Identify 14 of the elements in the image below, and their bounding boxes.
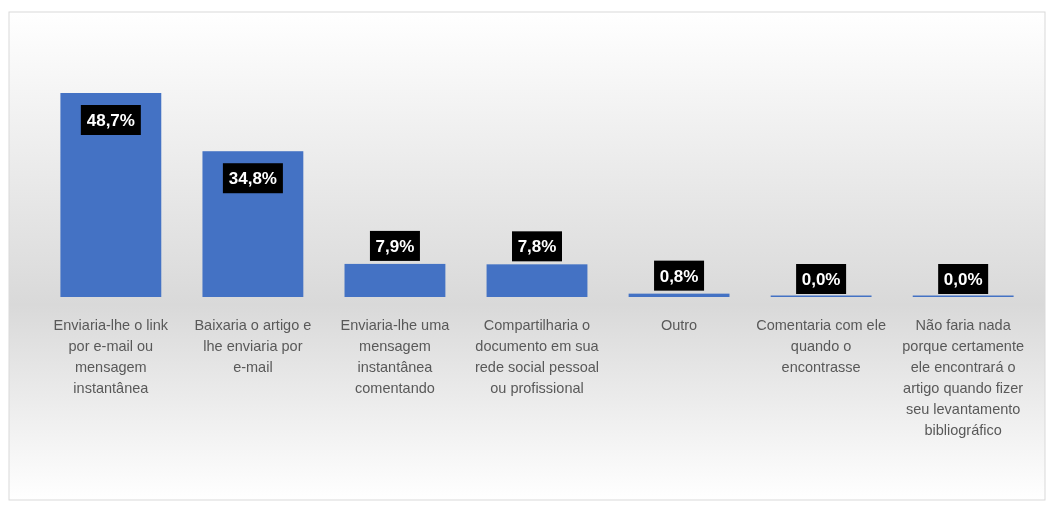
data-label: 0,0%: [801, 269, 841, 289]
x-tick-label: Não faria nada porque certamente ele encontrará o artigo quando fizer seu levantamento bibliográfico: [902, 317, 1025, 438]
data-label: 34,8%: [228, 169, 277, 189]
data-label: 0,0%: [943, 269, 983, 289]
x-tick-label: Enviaria-lhe uma mensagem instantânea comentando: [340, 317, 451, 396]
x-tick-label: Comentaria com ele quando o encontrasse: [756, 317, 886, 375]
x-tick-label: Enviaria-lhe o link por e-mail ou mensagem instantânea: [53, 317, 169, 396]
data-label: 0,8%: [659, 266, 699, 286]
data-label: 48,7%: [86, 110, 135, 130]
data-label: 7,9%: [375, 236, 415, 256]
x-tick-label: Compartilharia o documento em sua rede social pessoal ou profissional: [474, 317, 600, 396]
data-label: 7,8%: [517, 237, 557, 257]
x-tick-label: Baixaria o artigo e lhe enviaria por e-mail: [194, 317, 312, 375]
x-tick-label: Outro: [660, 317, 698, 333]
